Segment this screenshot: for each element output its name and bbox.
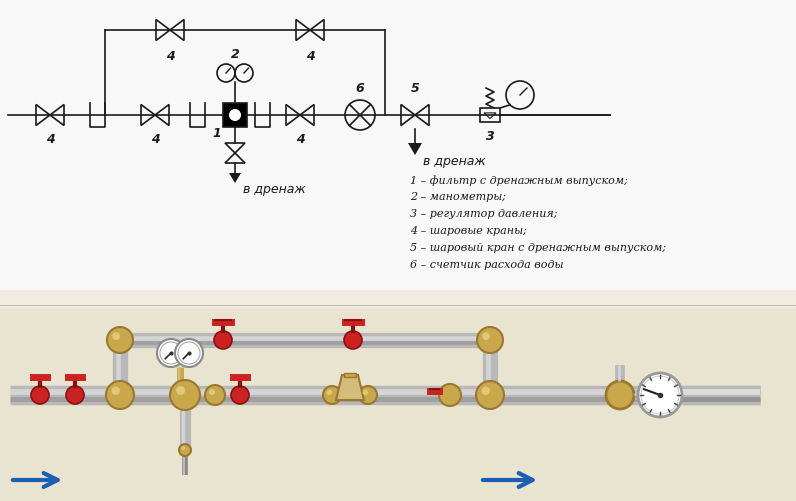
- Bar: [0, 308, 796, 501]
- Circle shape: [439, 384, 461, 406]
- Circle shape: [326, 390, 332, 395]
- Text: 1: 1: [213, 127, 221, 140]
- Bar: [0, 0, 796, 290]
- Circle shape: [31, 386, 49, 404]
- Circle shape: [107, 327, 133, 353]
- Text: 2: 2: [231, 48, 240, 61]
- Text: 4: 4: [166, 50, 174, 63]
- Bar: [223, 103, 247, 127]
- Circle shape: [363, 390, 368, 395]
- Text: 6 – счетчик расхода воды: 6 – счетчик расхода воды: [410, 260, 564, 270]
- Circle shape: [214, 331, 232, 349]
- Circle shape: [638, 373, 682, 417]
- Text: 2 – манометры;: 2 – манометры;: [410, 192, 506, 202]
- Circle shape: [111, 387, 120, 395]
- Polygon shape: [408, 143, 422, 155]
- Circle shape: [476, 381, 504, 409]
- Circle shape: [606, 381, 634, 409]
- Text: 5 – шаровый кран с дренажным выпуском;: 5 – шаровый кран с дренажным выпуском;: [410, 243, 666, 253]
- Circle shape: [482, 332, 490, 340]
- Text: 1 – фильтр с дренажным выпуском;: 1 – фильтр с дренажным выпуском;: [410, 175, 628, 186]
- Circle shape: [157, 339, 185, 367]
- Text: 4: 4: [150, 133, 159, 146]
- Text: в дренаж: в дренаж: [243, 183, 306, 196]
- Circle shape: [323, 386, 341, 404]
- Circle shape: [178, 342, 200, 364]
- Text: 6: 6: [356, 82, 365, 95]
- Circle shape: [176, 386, 185, 395]
- Bar: [480, 108, 500, 122]
- Circle shape: [482, 387, 490, 395]
- Text: 4: 4: [295, 133, 304, 146]
- Circle shape: [641, 376, 679, 414]
- Circle shape: [229, 109, 241, 121]
- Circle shape: [209, 389, 215, 395]
- Circle shape: [106, 381, 134, 409]
- Circle shape: [181, 446, 185, 450]
- Circle shape: [344, 331, 362, 349]
- Circle shape: [359, 386, 377, 404]
- Text: 5: 5: [411, 82, 419, 95]
- Text: 3 – регулятор давления;: 3 – регулятор давления;: [410, 209, 557, 219]
- Circle shape: [112, 332, 120, 340]
- Circle shape: [160, 342, 182, 364]
- Polygon shape: [229, 173, 241, 183]
- Circle shape: [231, 386, 249, 404]
- Text: 4 – шаровые краны;: 4 – шаровые краны;: [410, 226, 527, 236]
- Circle shape: [66, 386, 84, 404]
- Text: в дренаж: в дренаж: [423, 155, 486, 168]
- Polygon shape: [336, 375, 364, 400]
- Circle shape: [205, 385, 225, 405]
- Text: 4: 4: [306, 50, 314, 63]
- Circle shape: [477, 327, 503, 353]
- Circle shape: [175, 339, 203, 367]
- Circle shape: [179, 444, 191, 456]
- Text: 4: 4: [45, 133, 54, 146]
- Circle shape: [170, 380, 200, 410]
- Text: 3: 3: [486, 130, 494, 143]
- Bar: [344, 373, 356, 377]
